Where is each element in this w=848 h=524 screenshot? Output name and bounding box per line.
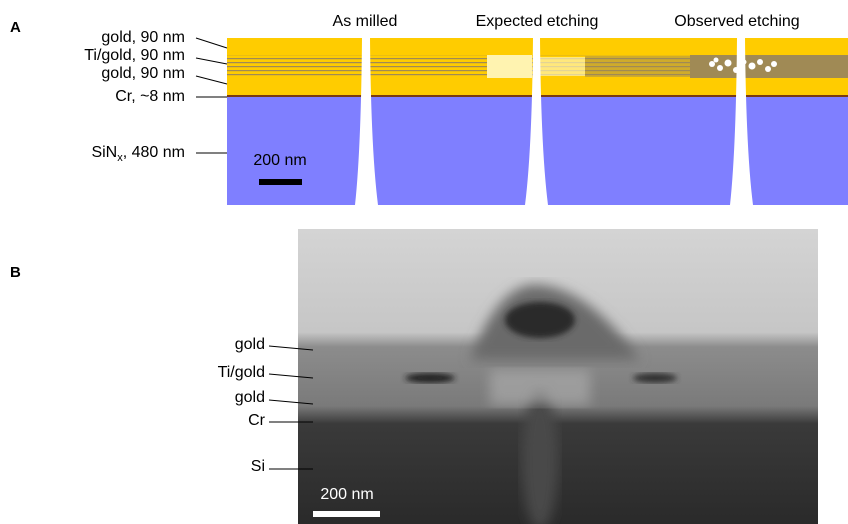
layer-label: Si — [251, 458, 265, 475]
text: SiN — [91, 144, 117, 161]
figure: A As milled Expected etching Observed et… — [0, 0, 848, 524]
layer-label: Cr, ~8 nm — [115, 88, 185, 105]
tem-image — [298, 229, 818, 524]
scale-bar-label: 200 nm — [253, 152, 306, 169]
leader — [196, 58, 227, 64]
scale-bar — [259, 179, 302, 185]
layer-label: gold — [235, 336, 265, 353]
layer-label: Ti/gold — [218, 364, 265, 381]
layer-label: Cr — [248, 412, 266, 429]
column-title: Observed etching — [674, 13, 799, 30]
column-title: Expected etching — [476, 13, 599, 30]
layer-label: Ti/gold, 90 nm — [84, 47, 185, 64]
panel-label: A — [10, 19, 21, 36]
column-title: As milled — [333, 13, 398, 30]
layer-label: gold, 90 nm — [101, 65, 185, 82]
layer-label: gold, 90 nm — [101, 29, 185, 46]
leader — [196, 38, 227, 48]
stack-diagram — [227, 38, 848, 205]
panel-label: B — [10, 264, 21, 281]
text: , 480 nm — [123, 144, 185, 161]
layer-label: SiNx, 480 nm — [91, 144, 185, 164]
scale-bar-label: 200 nm — [320, 486, 373, 503]
scale-bar — [313, 511, 380, 517]
layer-label: gold — [235, 389, 265, 406]
leader — [196, 76, 227, 84]
